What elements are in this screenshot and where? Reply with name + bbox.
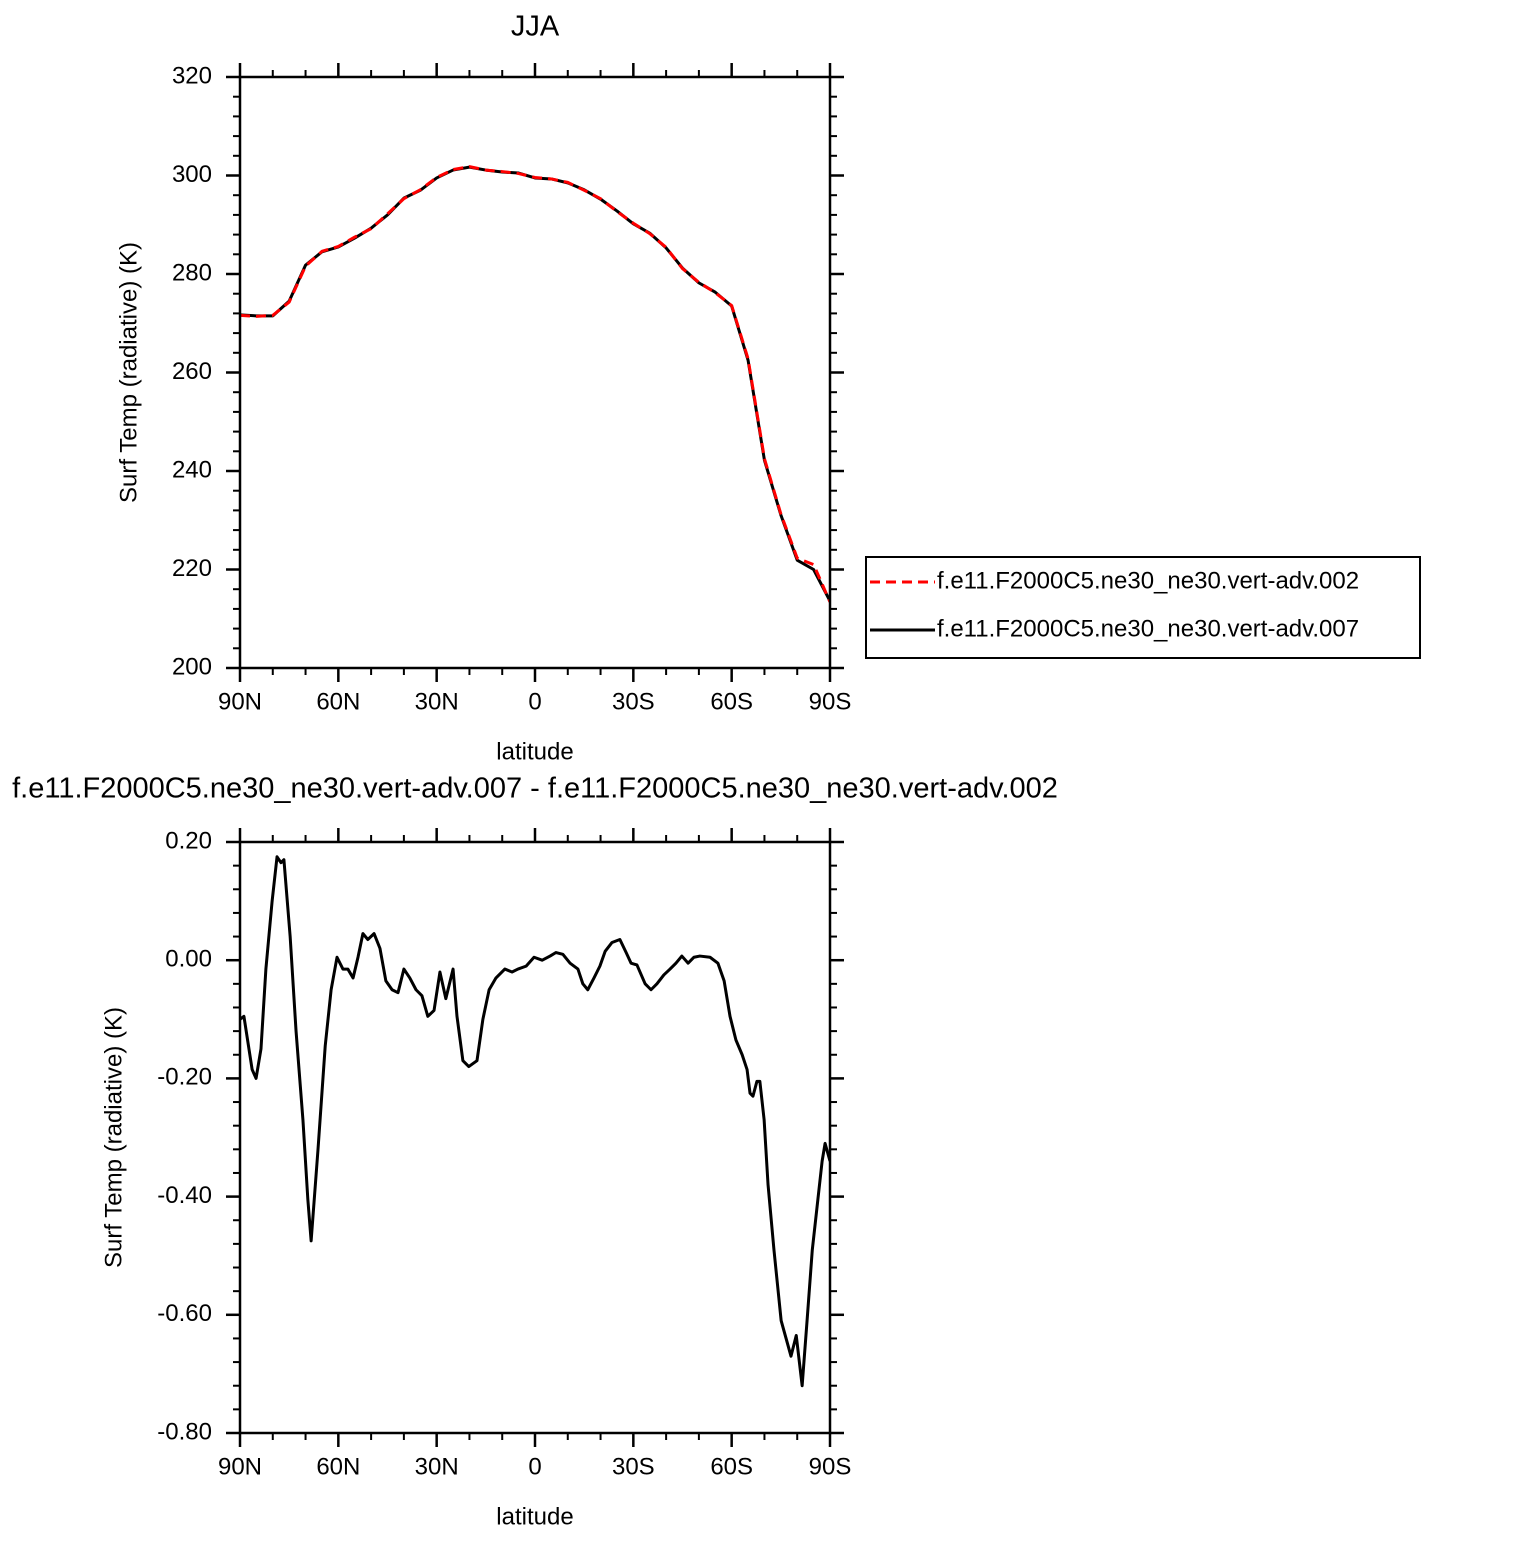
x-axis-label: latitude [496,1503,573,1530]
x-tick-label: 30S [612,1453,655,1480]
y-tick-label: 0.00 [165,946,212,973]
y-tick-label: 220 [172,555,212,582]
legend-label: f.e11.F2000C5.ne30_ne30.vert-adv.007 [937,615,1359,642]
y-tick-label: 200 [172,653,212,680]
x-tick-label: 30S [612,688,655,715]
legend-label: f.e11.F2000C5.ne30_ne30.vert-adv.002 [937,567,1359,594]
y-tick-label: 320 [172,62,212,89]
y-tick-label: 300 [172,161,212,188]
x-tick-label: 60N [316,688,360,715]
x-tick-label: 90N [218,688,262,715]
x-tick-label: 0 [528,1453,541,1480]
x-tick-label: 60S [710,1453,753,1480]
y-tick-label: -0.60 [157,1300,212,1327]
chart-title: JJA [511,11,560,43]
y-tick-label: 280 [172,259,212,286]
y-axis-label: Surf Temp (radiative) (K) [100,1007,127,1268]
x-tick-label: 90S [809,688,852,715]
data-line [240,855,830,1388]
y-tick-label: 260 [172,358,212,385]
y-tick-label: -0.80 [157,1418,212,1445]
y-axis-label: Surf Temp (radiative) (K) [115,242,142,503]
x-tick-label: 30N [415,1453,459,1480]
data-line [240,165,830,603]
data-line [240,165,830,602]
legend-box [865,556,1421,659]
plot-frame [238,75,832,670]
x-tick-label: 90N [218,1453,262,1480]
x-tick-label: 30N [415,688,459,715]
y-tick-label: 0.20 [165,827,212,854]
x-axis-label: latitude [496,738,573,765]
x-tick-label: 0 [528,688,541,715]
y-tick-label: -0.20 [157,1064,212,1091]
plot-frame [238,840,832,1435]
chart-title: f.e11.F2000C5.ne30_ne30.vert-adv.007 - f… [12,773,1058,805]
x-tick-label: 60S [710,688,753,715]
y-tick-label: -0.40 [157,1182,212,1209]
x-tick-label: 90S [809,1453,852,1480]
x-tick-label: 60N [316,1453,360,1480]
y-tick-label: 240 [172,456,212,483]
